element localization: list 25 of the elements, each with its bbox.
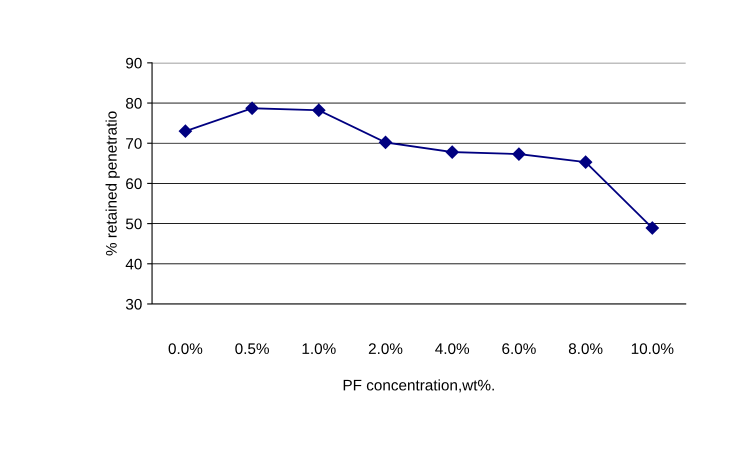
- point: [579, 156, 592, 169]
- x-tick-label: 8.0%: [568, 343, 602, 354]
- x-tick-label: 2.0%: [368, 343, 402, 354]
- y-tick-label: 80: [126, 98, 142, 109]
- x-tick-label: 0.5%: [235, 343, 269, 354]
- x-tick-label: 4.0%: [435, 343, 470, 354]
- x-tick-label: 6.0%: [502, 343, 536, 354]
- point: [646, 221, 659, 235]
- y-tick-label: 90: [126, 58, 142, 69]
- y-tick-label: 50: [126, 218, 142, 230]
- point: [312, 104, 326, 117]
- x-tick-label: 1.0%: [302, 343, 336, 354]
- y-tick-label: 60: [126, 178, 142, 190]
- point: [446, 145, 459, 159]
- point: [378, 136, 392, 150]
- y-tick-label: 30: [126, 298, 142, 310]
- x-tick-label: 10.0%: [632, 343, 674, 354]
- y-tick-label: 70: [126, 138, 142, 149]
- point: [512, 147, 526, 161]
- x-axis-title: PF concentration,wt%.: [344, 379, 494, 392]
- point: [178, 124, 192, 138]
- y-axis-title: % retained penetratio: [106, 111, 120, 256]
- y-tick-label: 40: [126, 258, 142, 270]
- x-tick-label: 0.0%: [168, 343, 202, 354]
- point: [246, 102, 259, 115]
